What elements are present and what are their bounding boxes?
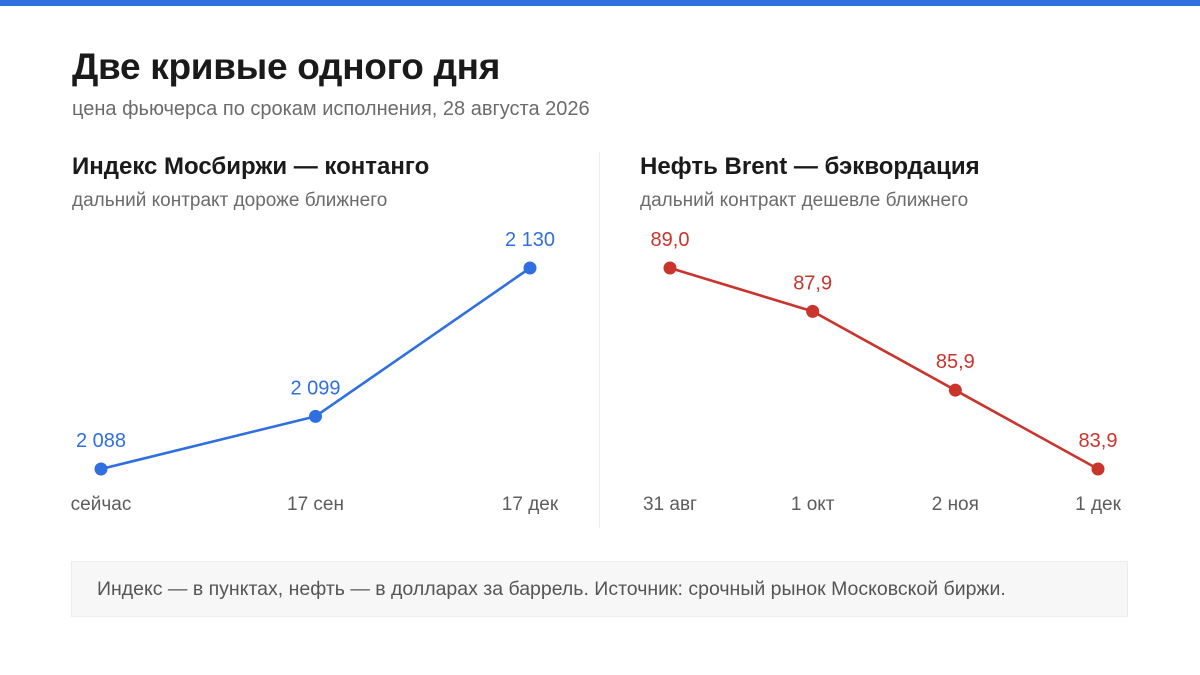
contango-point — [309, 409, 322, 423]
contango-tick-label: 17 дек — [502, 494, 559, 515]
backwardation-tick-label: 31 авг — [643, 494, 697, 515]
backwardation-value-label: 89,0 — [651, 229, 690, 251]
footnote: Индекс — в пунктах, нефть — в долларах з… — [71, 561, 1128, 617]
contango-value-label: 2 099 — [290, 377, 340, 399]
backwardation-point — [663, 261, 677, 275]
contango-panel-title: Индекс Мосбиржи — контанго — [72, 153, 430, 180]
contango-point — [523, 261, 537, 275]
backwardation-tick-label: 1 дек — [1075, 494, 1121, 515]
backwardation-value-label: 83,9 — [1079, 430, 1118, 452]
backwardation-panel-title: Нефть Brent — бэквордация — [640, 153, 980, 180]
footnote-text: Индекс — в пунктах, нефть — в долларах з… — [97, 577, 1006, 600]
backwardation-point — [1091, 462, 1105, 476]
backwardation-point — [948, 383, 962, 397]
backwardation-panel-subtitle: дальний контракт дешевле ближнего — [640, 190, 969, 211]
backwardation-value-label: 87,9 — [793, 272, 832, 294]
backwardation-point — [806, 304, 820, 318]
page-subtitle: цена фьючерса по срокам исполнения, 28 а… — [72, 98, 590, 120]
contango-value-label: 2 130 — [505, 229, 555, 251]
backwardation-value-label: 85,9 — [936, 351, 975, 373]
page-title: Две кривые одного дня — [72, 46, 501, 87]
contango-tick-label: 17 сен — [287, 494, 344, 515]
contango-series-line — [99, 266, 532, 471]
top-accent-bar — [0, 0, 1200, 6]
contango-point — [94, 462, 108, 476]
contango-panel-subtitle: дальний контракт дороже ближнего — [72, 190, 388, 211]
contango-value-label: 2 088 — [76, 430, 126, 452]
contango-tick-label: сейчас — [71, 494, 132, 515]
backwardation-tick-label: 2 ноя — [932, 494, 979, 515]
backwardation-tick-label: 1 окт — [791, 494, 835, 515]
backwardation-series-line — [668, 266, 1100, 471]
panel-divider — [599, 152, 600, 528]
